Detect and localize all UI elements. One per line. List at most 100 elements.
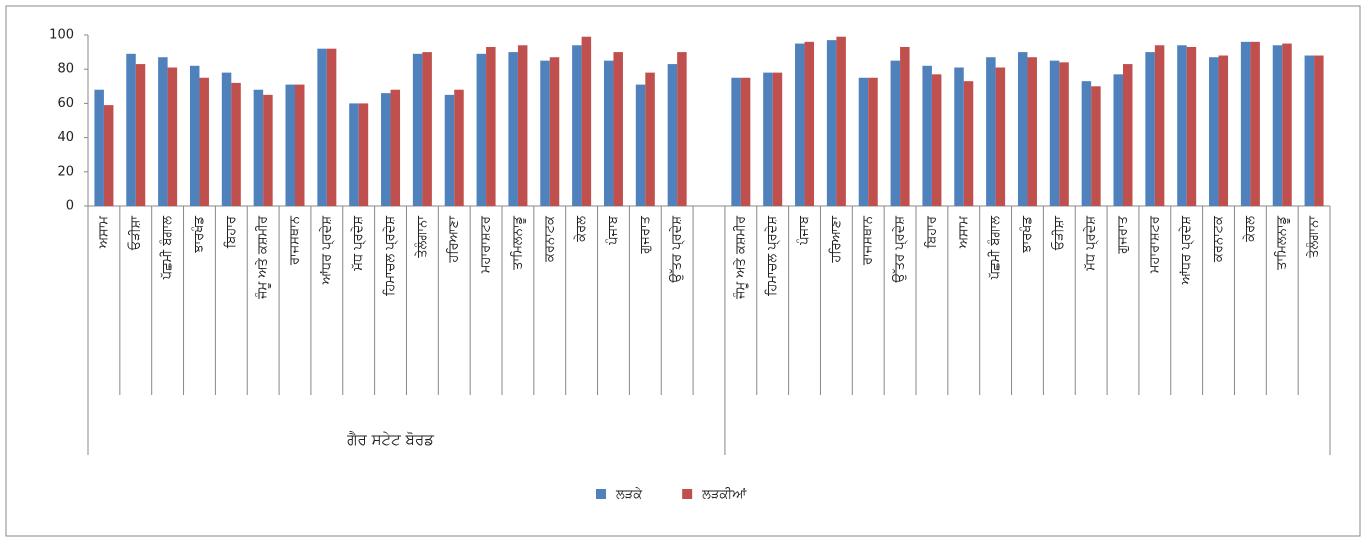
x-tick-label: ਜੰਮੂ ਅਤੇ ਕਸ਼ਮੀਰ — [732, 215, 748, 300]
x-tick-label: ਕੇਰਲ — [574, 216, 589, 243]
x-tick-label: ਗੁਜਰਾਤ — [1116, 215, 1131, 254]
legend-swatch — [596, 489, 606, 499]
bar — [1123, 64, 1133, 206]
bar — [922, 65, 932, 206]
x-tick-label: ਪੱਛਮੀ ਬੰਗਾਲ — [987, 216, 1003, 280]
bar — [476, 53, 487, 207]
bar — [508, 52, 518, 206]
bar — [1081, 81, 1092, 206]
x-tick-label: ਮਹਾਰਾਸ਼ਟਰ — [479, 215, 494, 274]
bar — [1177, 45, 1187, 207]
bar — [390, 89, 401, 206]
bar — [858, 77, 869, 206]
bar — [263, 94, 273, 206]
bar — [1314, 55, 1324, 206]
y-tick-label: 0 — [66, 199, 74, 214]
x-tick-label: ਅਸਾਮ — [956, 216, 971, 250]
bar — [549, 57, 560, 207]
bar — [1154, 45, 1165, 207]
bar — [954, 67, 964, 207]
bar — [199, 77, 209, 206]
bar — [1304, 55, 1315, 206]
x-tick-label: ਝਾਰਖੰਡ — [1019, 215, 1035, 253]
x-tick-label: ਰਾਜਸਥਾਨ — [861, 215, 876, 266]
bar — [1186, 46, 1197, 206]
bar — [189, 65, 200, 206]
bar — [868, 77, 878, 206]
x-tick-label: ਜੰਮੂ ਅਤੇ ਕਸ਼ਮੀਰ — [255, 215, 271, 300]
bar — [804, 41, 815, 207]
bar — [94, 89, 104, 206]
bar — [126, 53, 136, 207]
bar — [349, 103, 359, 206]
x-tick-label: ਬਿਹਾਰ — [924, 215, 939, 249]
bar — [635, 84, 646, 206]
bar — [581, 36, 592, 207]
x-tick-label: ਓੜੀਸ਼ਾ — [1051, 215, 1067, 251]
x-tick-label: ਹਿਮਾਚਲ ਪ੍ਰਦੇਸ਼ — [765, 216, 781, 297]
x-tick-label: ਹਿਮਾਚਲ ਪ੍ਰਦੇਸ਼ — [383, 216, 399, 297]
bar — [253, 89, 264, 206]
bar — [677, 52, 687, 206]
bar — [231, 82, 241, 206]
bar — [731, 77, 741, 206]
bar — [645, 72, 655, 207]
bar — [1049, 60, 1060, 207]
x-tick-label: ਗੁਜਰਾਤ — [638, 215, 653, 254]
bar — [422, 52, 432, 206]
bar — [517, 45, 528, 207]
x-tick-label: ਪੰਜਾਬ — [605, 215, 621, 246]
x-tick-label: ਆਂਧਰ ਪ੍ਰਦੇਸ਼ — [319, 216, 335, 286]
bar — [1240, 41, 1251, 207]
legend-swatch — [682, 489, 693, 499]
bar — [317, 48, 327, 207]
x-tick-label: ਤਾਮਿਲਨਾਡੂ — [510, 215, 525, 270]
bar — [1091, 86, 1101, 206]
bar — [890, 60, 901, 207]
x-tick-label: ਕੇਰਲ — [1243, 216, 1258, 243]
bar — [986, 57, 996, 207]
bar — [1282, 43, 1292, 206]
bar — [326, 48, 337, 207]
bar — [572, 45, 582, 207]
x-tick-label: ਆਂਧਰ ਪ੍ਰਦੇਸ਼ — [1179, 216, 1195, 286]
y-tick-label: 60 — [57, 96, 74, 111]
x-tick-label: ਤਾਮਿਲਨਾਡੂ — [1275, 215, 1290, 270]
x-tick-label: ਓੜੀਸ਼ਾ — [127, 215, 143, 251]
bar — [1272, 45, 1283, 207]
bar — [772, 72, 783, 207]
bar — [826, 40, 837, 206]
x-tick-label: ਅਸਾਮ — [96, 216, 111, 250]
group-label: ਗੈਰ ਸਟੇਟ ਬੋਰਡ — [346, 431, 435, 449]
bar — [995, 67, 1006, 207]
x-tick-label: ਉੱਤਰ ਪ੍ਰਦੇਸ਼ — [670, 216, 686, 284]
x-tick-label: ਪੰਜਾਬ — [796, 215, 812, 246]
bar — [158, 57, 168, 207]
bar — [1059, 62, 1069, 206]
x-tick-label: ਤੇਲੰਗਾਨਾ — [1306, 215, 1322, 259]
x-tick-label: ਮੱਧ ਪ੍ਰਦੇਸ਼ — [351, 216, 367, 272]
bar — [285, 84, 295, 206]
bar — [540, 60, 550, 207]
x-tick-label: ਹਰਿਆਣਾ — [829, 215, 844, 264]
x-tick-label: ਮੱਧ ਪ੍ਰਦੇਸ਼ — [1084, 216, 1100, 272]
legend-label: ਲੜਕੇ — [615, 488, 643, 503]
bar — [963, 81, 974, 206]
x-tick-label: ਰਾਜਸਥਾਨ — [288, 215, 303, 266]
bar — [486, 46, 496, 206]
bar — [135, 64, 146, 206]
y-tick-label: 20 — [57, 164, 74, 179]
x-tick-label: ਕਰਨਾਟਕ — [1211, 215, 1226, 263]
bar — [1027, 57, 1037, 207]
bar — [454, 89, 464, 206]
bar — [836, 36, 846, 207]
bar — [1017, 52, 1028, 206]
y-tick-label: 80 — [57, 62, 74, 77]
bar — [358, 103, 369, 206]
bar — [603, 60, 614, 207]
bar — [167, 67, 178, 207]
x-tick-label: ਉੱਤਰ ਪ੍ਰਦੇਸ਼ — [893, 216, 909, 284]
bar — [613, 52, 623, 206]
bar — [1113, 74, 1123, 206]
